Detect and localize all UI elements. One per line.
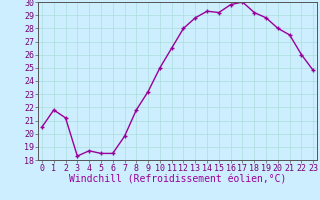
X-axis label: Windchill (Refroidissement éolien,°C): Windchill (Refroidissement éolien,°C): [69, 175, 286, 185]
